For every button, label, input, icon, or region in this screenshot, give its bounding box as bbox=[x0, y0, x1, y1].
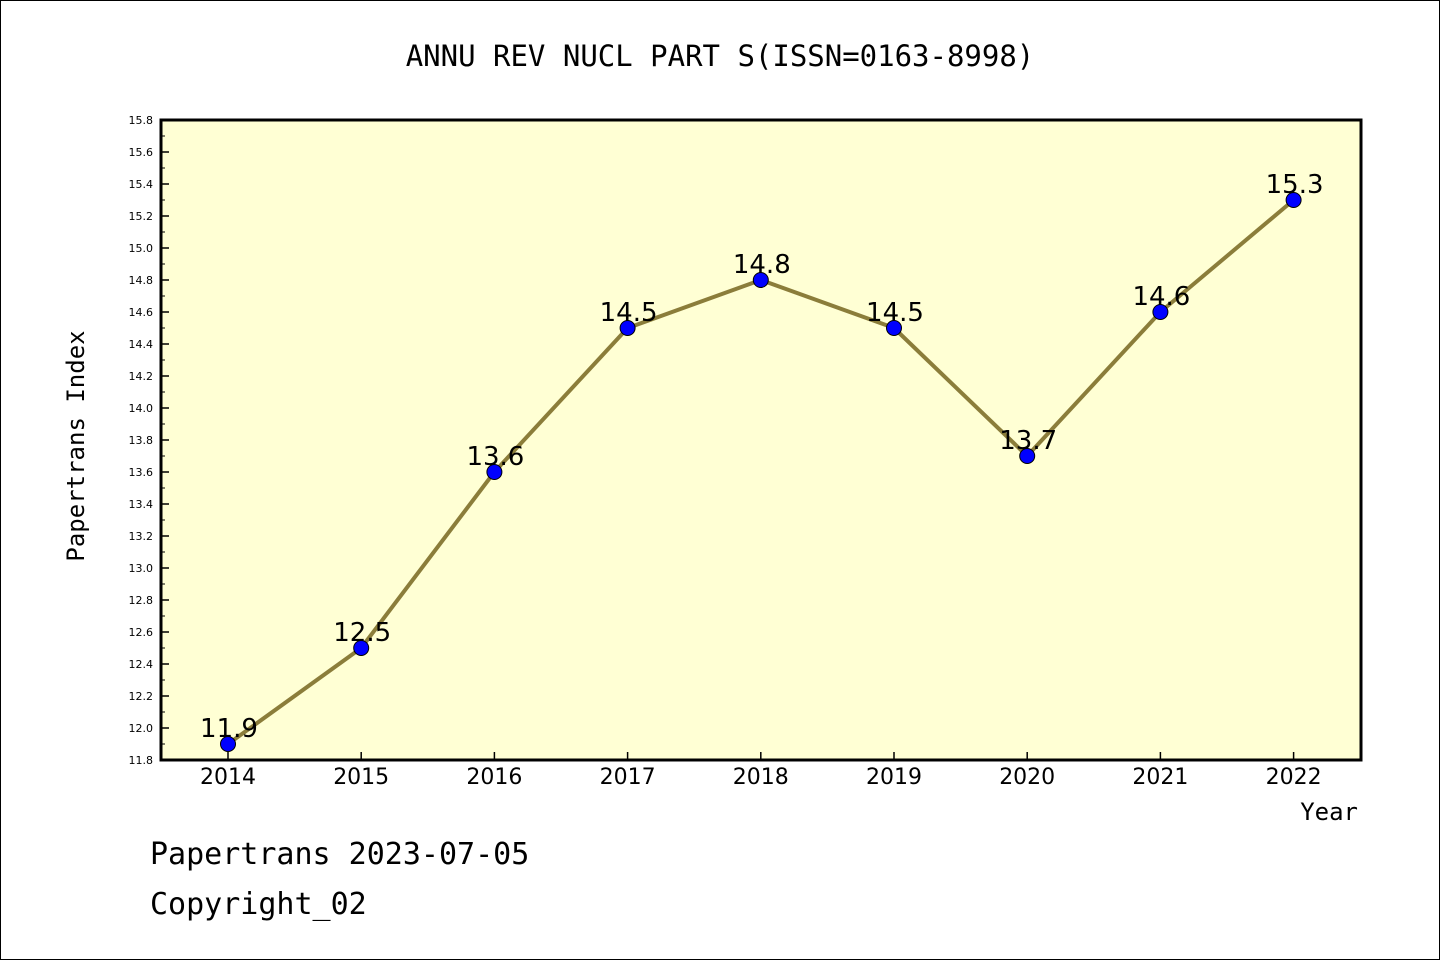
y-tick-label: 15.0 bbox=[129, 242, 154, 255]
y-tick-label: 12.2 bbox=[129, 690, 154, 703]
y-tick-label: 14.0 bbox=[129, 402, 154, 415]
y-tick-label: 15.2 bbox=[129, 210, 154, 223]
x-tick-label: 2017 bbox=[600, 765, 656, 790]
y-tick-label: 15.4 bbox=[129, 178, 154, 191]
x-axis-title: Year bbox=[1300, 798, 1358, 826]
x-tick-label: 2020 bbox=[999, 765, 1055, 790]
data-point-marker bbox=[1019, 448, 1036, 464]
footer-date-text: Papertrans 2023-07-05 bbox=[150, 837, 529, 872]
y-tick-label: 12.0 bbox=[129, 722, 154, 735]
data-label: 14.8 bbox=[733, 250, 791, 280]
y-tick-label: 13.0 bbox=[129, 562, 154, 575]
data-point-marker bbox=[486, 464, 503, 480]
y-tick-label: 12.8 bbox=[129, 594, 154, 607]
x-tick-label: 2015 bbox=[333, 765, 389, 790]
data-point-marker bbox=[1152, 304, 1169, 320]
y-tick-label: 15.6 bbox=[129, 146, 154, 159]
x-tick-label: 2019 bbox=[866, 765, 922, 790]
data-label: 14.5 bbox=[866, 298, 924, 328]
x-axis: 2014 2015 2016 2017 2018 2019 2020 2021 2022 bbox=[200, 752, 1322, 790]
x-tick-label: 2018 bbox=[733, 765, 789, 790]
footer-copyright-text: Copyright_02 bbox=[150, 887, 367, 922]
data-point-marker bbox=[1285, 192, 1302, 208]
x-tick-label: 2022 bbox=[1266, 765, 1322, 790]
x-tick-label: 2014 bbox=[200, 765, 256, 790]
y-tick-label: 14.2 bbox=[129, 370, 154, 383]
data-point-marker bbox=[353, 640, 370, 656]
y-tick-label: 13.8 bbox=[129, 434, 154, 447]
data-point-marker bbox=[752, 272, 769, 288]
y-tick-label: 14.4 bbox=[129, 338, 154, 351]
y-tick-label: 12.6 bbox=[129, 626, 154, 639]
series-layer bbox=[220, 192, 1302, 752]
data-point-marker bbox=[619, 320, 636, 336]
y-tick-label: 11.8 bbox=[129, 754, 154, 767]
data-label: 12.5 bbox=[333, 618, 391, 648]
x-tick-label: 2021 bbox=[1132, 765, 1188, 790]
y-tick-label: 14.8 bbox=[129, 274, 154, 287]
y-axis: 11.8 12.0 12.2 12.4 12.6 12.8 13.0 13.2 13.4 13.6… bbox=[129, 114, 169, 767]
data-label: 11.9 bbox=[200, 714, 258, 744]
data-label: 14.5 bbox=[600, 298, 658, 328]
x-tick-label: 2016 bbox=[466, 765, 522, 790]
data-label: 13.6 bbox=[466, 442, 524, 472]
data-point-marker bbox=[220, 736, 236, 752]
data-label: 15.3 bbox=[1266, 170, 1324, 200]
y-tick-label: 13.6 bbox=[129, 466, 154, 479]
data-label: 13.7 bbox=[999, 426, 1057, 456]
y-tick-label: 14.6 bbox=[129, 306, 154, 319]
data-point-marker bbox=[886, 320, 902, 336]
y-axis-title: Papertrans Index bbox=[62, 330, 90, 561]
y-tick-label: 12.4 bbox=[129, 658, 154, 671]
y-tick-label: 13.4 bbox=[129, 498, 154, 511]
y-tick-label: 13.2 bbox=[129, 530, 154, 543]
data-label: 14.6 bbox=[1132, 282, 1190, 312]
chart-title: ANNU REV NUCL PART S(ISSN=0163-8998) bbox=[406, 39, 1035, 73]
data-label-layer: 11.9 12.5 13.6 14.5 14.8 14.5 13.7 14.6 15.3 bbox=[200, 170, 1323, 744]
y-tick-label: 15.8 bbox=[129, 114, 154, 127]
